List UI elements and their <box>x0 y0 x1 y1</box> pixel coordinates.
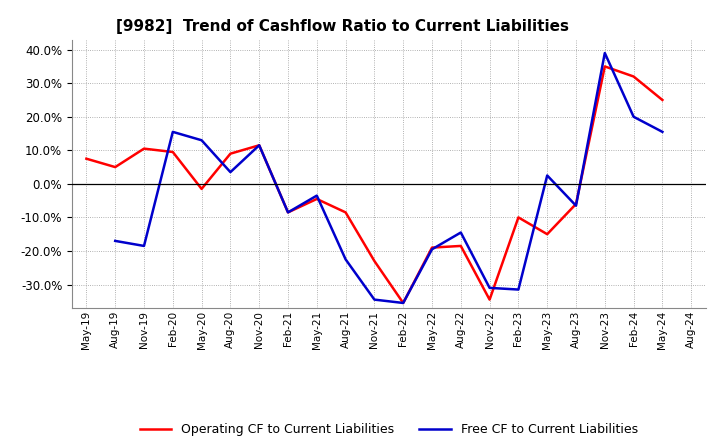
Operating CF to Current Liabilities <box>341 210 350 215</box>
Free CF to Current Liabilities <box>399 301 408 306</box>
Free CF to Current Liabilities <box>514 287 523 292</box>
Free CF to Current Liabilities <box>428 247 436 252</box>
Free CF to Current Liabilities <box>485 285 494 290</box>
Free CF to Current Liabilities <box>629 114 638 119</box>
Operating CF to Current Liabilities <box>370 258 379 264</box>
Free CF to Current Liabilities <box>456 230 465 235</box>
Text: [9982]  Trend of Cashflow Ratio to Current Liabilities: [9982] Trend of Cashflow Ratio to Curren… <box>117 19 570 34</box>
Free CF to Current Liabilities <box>168 129 177 135</box>
Operating CF to Current Liabilities <box>456 243 465 249</box>
Free CF to Current Liabilities <box>312 193 321 198</box>
Free CF to Current Liabilities <box>543 173 552 178</box>
Free CF to Current Liabilities <box>600 50 609 55</box>
Operating CF to Current Liabilities <box>658 97 667 103</box>
Operating CF to Current Liabilities <box>197 186 206 191</box>
Operating CF to Current Liabilities <box>399 301 408 306</box>
Operating CF to Current Liabilities <box>140 146 148 151</box>
Free CF to Current Liabilities <box>197 138 206 143</box>
Free CF to Current Liabilities <box>111 238 120 244</box>
Operating CF to Current Liabilities <box>82 156 91 161</box>
Operating CF to Current Liabilities <box>600 64 609 69</box>
Operating CF to Current Liabilities <box>514 215 523 220</box>
Free CF to Current Liabilities <box>140 243 148 249</box>
Free CF to Current Liabilities <box>255 143 264 148</box>
Operating CF to Current Liabilities <box>428 245 436 250</box>
Free CF to Current Liabilities <box>341 257 350 262</box>
Free CF to Current Liabilities <box>284 210 292 215</box>
Operating CF to Current Liabilities <box>284 210 292 215</box>
Operating CF to Current Liabilities <box>168 149 177 154</box>
Free CF to Current Liabilities <box>370 297 379 302</box>
Legend: Operating CF to Current Liabilities, Free CF to Current Liabilities: Operating CF to Current Liabilities, Fre… <box>135 418 643 440</box>
Operating CF to Current Liabilities <box>572 202 580 207</box>
Free CF to Current Liabilities <box>572 203 580 208</box>
Line: Operating CF to Current Liabilities: Operating CF to Current Liabilities <box>86 66 662 303</box>
Operating CF to Current Liabilities <box>111 165 120 170</box>
Operating CF to Current Liabilities <box>485 297 494 302</box>
Line: Free CF to Current Liabilities: Free CF to Current Liabilities <box>115 53 662 303</box>
Free CF to Current Liabilities <box>226 169 235 175</box>
Operating CF to Current Liabilities <box>312 196 321 202</box>
Operating CF to Current Liabilities <box>226 151 235 156</box>
Operating CF to Current Liabilities <box>629 74 638 79</box>
Operating CF to Current Liabilities <box>543 231 552 237</box>
Operating CF to Current Liabilities <box>255 143 264 148</box>
Free CF to Current Liabilities <box>658 129 667 135</box>
